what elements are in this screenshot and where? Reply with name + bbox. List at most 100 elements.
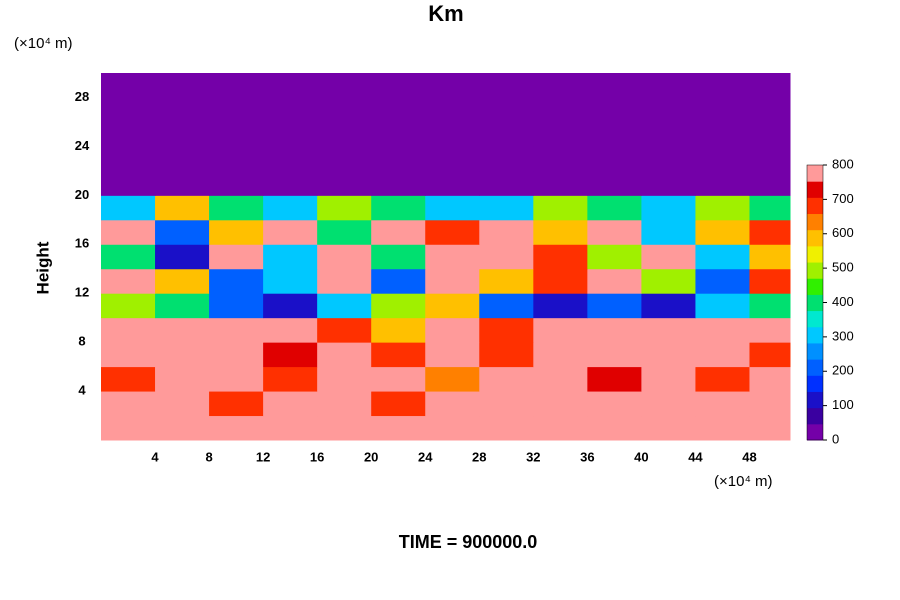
- heat-cell: [101, 219, 156, 245]
- heat-cell: [317, 146, 372, 172]
- colorbar-swatch: [807, 391, 823, 409]
- heat-cell: [641, 170, 696, 196]
- heat-cell: [425, 195, 480, 221]
- heat-cell: [263, 391, 318, 417]
- heat-cell: [695, 268, 750, 294]
- heat-cell: [209, 244, 264, 270]
- heat-cell: [425, 121, 480, 147]
- heat-cell: [479, 317, 534, 343]
- colorbar-swatch: [807, 165, 823, 182]
- heat-cell: [317, 244, 372, 270]
- heat-cell: [587, 244, 642, 270]
- heat-cell: [371, 121, 426, 147]
- colorbar-tick-label: 300: [832, 328, 854, 343]
- heat-cell: [209, 366, 264, 392]
- heat-cell: [263, 342, 318, 368]
- heat-cell: [533, 121, 588, 147]
- heat-cell: [533, 195, 588, 221]
- heat-cell: [209, 170, 264, 196]
- y-tick-label: 24: [75, 138, 90, 153]
- colorbar-swatch: [807, 294, 823, 312]
- heat-cell: [533, 146, 588, 172]
- heat-cell: [155, 342, 210, 368]
- colorbar-swatch: [807, 213, 823, 231]
- heat-cell: [641, 73, 696, 98]
- heat-cell: [479, 391, 534, 417]
- heat-cell: [695, 415, 750, 441]
- colorbar-tick-label: 500: [832, 260, 854, 275]
- heat-cell: [587, 170, 642, 196]
- heat-cell: [425, 268, 480, 294]
- heat-cell: [263, 415, 318, 441]
- heat-cell: [533, 244, 588, 270]
- heat-cell: [317, 391, 372, 417]
- heat-cell: [101, 73, 156, 98]
- heat-cell: [263, 293, 318, 319]
- heat-cell: [371, 391, 426, 417]
- colorbar-swatch: [807, 245, 823, 263]
- heat-cell: [641, 317, 696, 343]
- colorbar-swatch: [807, 326, 823, 344]
- heat-cell: [587, 73, 642, 98]
- heat-cell: [533, 219, 588, 245]
- heat-cell: [317, 97, 372, 123]
- colorbar-swatch: [807, 181, 823, 198]
- x-tick-label: 28: [472, 449, 486, 464]
- heat-cell: [209, 195, 264, 221]
- heat-cell: [425, 170, 480, 196]
- heat-cell: [371, 97, 426, 123]
- colorbar-tick-label: 200: [832, 363, 854, 378]
- heat-cell: [749, 97, 791, 123]
- heat-cell: [587, 97, 642, 123]
- heat-cell: [101, 366, 156, 392]
- heat-cell: [155, 195, 210, 221]
- heat-cell: [371, 170, 426, 196]
- heat-cell: [749, 146, 791, 172]
- heat-cell: [479, 219, 534, 245]
- heat-cell: [263, 73, 318, 98]
- heat-cell: [101, 97, 156, 123]
- x-tick-label: 48: [742, 449, 756, 464]
- heat-cell: [371, 146, 426, 172]
- y-tick-label: 16: [75, 236, 89, 251]
- heat-cell: [587, 219, 642, 245]
- heat-cell: [641, 146, 696, 172]
- heat-cell: [371, 195, 426, 221]
- heat-cell: [155, 415, 210, 441]
- heat-cell: [209, 121, 264, 147]
- heat-cell: [155, 268, 210, 294]
- y-tick-label: 12: [75, 285, 89, 300]
- heat-cell: [155, 317, 210, 343]
- heat-cell: [695, 391, 750, 417]
- heat-cell: [101, 170, 156, 196]
- heat-cell: [533, 391, 588, 417]
- heat-cell: [587, 317, 642, 343]
- heat-cell: [101, 391, 156, 417]
- heat-cell: [209, 146, 264, 172]
- colorbar-swatch: [807, 197, 823, 215]
- heat-cell: [371, 415, 426, 441]
- heat-cell: [641, 293, 696, 319]
- heat-cell: [533, 73, 588, 98]
- heat-cell: [479, 170, 534, 196]
- heat-cell: [209, 219, 264, 245]
- heat-cell: [479, 97, 534, 123]
- heat-cell: [155, 97, 210, 123]
- heat-cell: [695, 97, 750, 123]
- heat-cell: [695, 317, 750, 343]
- chart-title: Km: [428, 1, 463, 26]
- heat-cell: [749, 342, 791, 368]
- heat-cell: [101, 268, 156, 294]
- heat-cell: [209, 97, 264, 123]
- x-tick-label: 20: [364, 449, 378, 464]
- heat-cell: [371, 366, 426, 392]
- heat-cell: [317, 268, 372, 294]
- heat-cell: [263, 366, 318, 392]
- heat-cell: [263, 195, 318, 221]
- heat-cell: [533, 366, 588, 392]
- heat-cell: [263, 97, 318, 123]
- heat-cell: [209, 317, 264, 343]
- heat-cell: [425, 244, 480, 270]
- heat-cell: [533, 293, 588, 319]
